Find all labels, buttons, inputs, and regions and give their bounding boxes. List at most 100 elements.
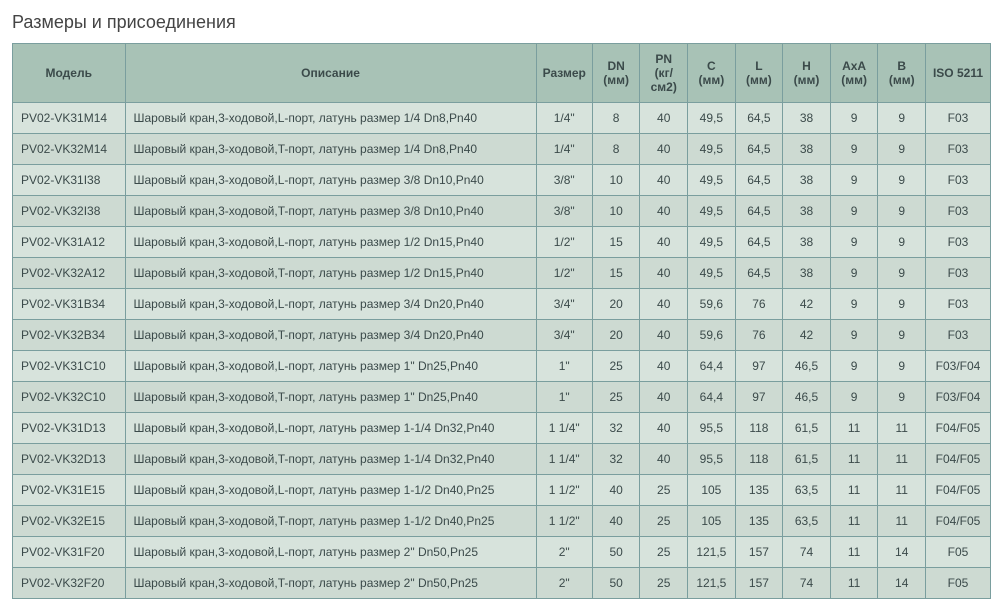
- cell-axa: 9: [830, 320, 878, 351]
- cell-dn: 40: [592, 475, 640, 506]
- cell-dn: 50: [592, 537, 640, 568]
- cell-axa: 9: [830, 258, 878, 289]
- table-header-row: МодельОписаниеРазмерDN (мм)PN (кг/см2)C …: [13, 44, 991, 103]
- column-header-b: B (мм): [878, 44, 926, 103]
- column-header-pn: PN (кг/см2): [640, 44, 688, 103]
- cell-desc: Шаровый кран,3-ходовой,L-порт, латунь ра…: [125, 103, 536, 134]
- cell-desc: Шаровый кран,3-ходовой,T-порт, латунь ра…: [125, 444, 536, 475]
- column-header-desc: Описание: [125, 44, 536, 103]
- cell-h: 63,5: [783, 475, 831, 506]
- cell-size: 1 1/2": [536, 475, 592, 506]
- cell-pn: 40: [640, 134, 688, 165]
- cell-size: 3/4": [536, 289, 592, 320]
- cell-c: 49,5: [688, 258, 736, 289]
- cell-b: 9: [878, 196, 926, 227]
- cell-dn: 32: [592, 444, 640, 475]
- cell-model: PV02-VK31I38: [13, 165, 126, 196]
- cell-axa: 9: [830, 382, 878, 413]
- cell-iso: F03: [926, 227, 991, 258]
- cell-l: 157: [735, 568, 783, 599]
- cell-desc: Шаровый кран,3-ходовой,T-порт, латунь ра…: [125, 568, 536, 599]
- cell-pn: 40: [640, 227, 688, 258]
- cell-desc: Шаровый кран,3-ходовой,L-порт, латунь ра…: [125, 413, 536, 444]
- cell-axa: 11: [830, 444, 878, 475]
- cell-l: 118: [735, 413, 783, 444]
- cell-size: 1": [536, 351, 592, 382]
- cell-l: 76: [735, 289, 783, 320]
- table-row: PV02-VK31C10Шаровый кран,3-ходовой,L-пор…: [13, 351, 991, 382]
- cell-size: 2": [536, 568, 592, 599]
- cell-h: 46,5: [783, 382, 831, 413]
- cell-dn: 10: [592, 165, 640, 196]
- cell-c: 59,6: [688, 289, 736, 320]
- cell-dn: 25: [592, 351, 640, 382]
- cell-l: 64,5: [735, 134, 783, 165]
- cell-b: 9: [878, 103, 926, 134]
- cell-desc: Шаровый кран,3-ходовой,L-порт, латунь ра…: [125, 351, 536, 382]
- cell-b: 9: [878, 134, 926, 165]
- cell-size: 3/8": [536, 165, 592, 196]
- cell-size: 1/4": [536, 134, 592, 165]
- cell-dn: 8: [592, 103, 640, 134]
- cell-pn: 40: [640, 444, 688, 475]
- cell-size: 1 1/2": [536, 506, 592, 537]
- cell-axa: 9: [830, 196, 878, 227]
- cell-h: 42: [783, 320, 831, 351]
- cell-h: 63,5: [783, 506, 831, 537]
- cell-model: PV02-VK31M14: [13, 103, 126, 134]
- cell-l: 157: [735, 537, 783, 568]
- cell-iso: F05: [926, 537, 991, 568]
- cell-pn: 40: [640, 165, 688, 196]
- table-row: PV02-VK31D13Шаровый кран,3-ходовой,L-пор…: [13, 413, 991, 444]
- cell-l: 64,5: [735, 103, 783, 134]
- cell-iso: F05: [926, 568, 991, 599]
- cell-dn: 50: [592, 568, 640, 599]
- cell-h: 38: [783, 165, 831, 196]
- cell-b: 9: [878, 227, 926, 258]
- cell-model: PV02-VK31A12: [13, 227, 126, 258]
- cell-iso: F03: [926, 165, 991, 196]
- cell-dn: 20: [592, 289, 640, 320]
- cell-size: 2": [536, 537, 592, 568]
- cell-c: 59,6: [688, 320, 736, 351]
- cell-axa: 11: [830, 413, 878, 444]
- cell-b: 11: [878, 475, 926, 506]
- cell-l: 64,5: [735, 196, 783, 227]
- cell-c: 105: [688, 506, 736, 537]
- table-row: PV02-VK31B34Шаровый кран,3-ходовой,L-пор…: [13, 289, 991, 320]
- cell-axa: 9: [830, 134, 878, 165]
- table-row: PV02-VK32B34Шаровый кран,3-ходовой,T-пор…: [13, 320, 991, 351]
- cell-iso: F03: [926, 258, 991, 289]
- cell-iso: F03: [926, 134, 991, 165]
- cell-h: 38: [783, 134, 831, 165]
- cell-b: 9: [878, 320, 926, 351]
- table-row: PV02-VK32I38Шаровый кран,3-ходовой,T-пор…: [13, 196, 991, 227]
- cell-iso: F03: [926, 289, 991, 320]
- cell-c: 95,5: [688, 413, 736, 444]
- cell-h: 61,5: [783, 444, 831, 475]
- cell-l: 76: [735, 320, 783, 351]
- page-title: Размеры и присоединения: [12, 12, 991, 33]
- cell-desc: Шаровый кран,3-ходовой,L-порт, латунь ра…: [125, 537, 536, 568]
- cell-pn: 25: [640, 537, 688, 568]
- cell-l: 135: [735, 506, 783, 537]
- table-row: PV02-VK32A12Шаровый кран,3-ходовой,T-пор…: [13, 258, 991, 289]
- cell-pn: 40: [640, 258, 688, 289]
- cell-iso: F03/F04: [926, 351, 991, 382]
- cell-desc: Шаровый кран,3-ходовой,L-порт, латунь ра…: [125, 289, 536, 320]
- cell-iso: F03: [926, 196, 991, 227]
- table-row: PV02-VK31F20Шаровый кран,3-ходовой,L-пор…: [13, 537, 991, 568]
- cell-size: 3/8": [536, 196, 592, 227]
- table-row: PV02-VK32M14Шаровый кран,3-ходовой,T-пор…: [13, 134, 991, 165]
- cell-pn: 40: [640, 413, 688, 444]
- cell-size: 1/2": [536, 227, 592, 258]
- cell-model: PV02-VK32C10: [13, 382, 126, 413]
- cell-pn: 40: [640, 382, 688, 413]
- cell-dn: 15: [592, 227, 640, 258]
- dimensions-table: МодельОписаниеРазмерDN (мм)PN (кг/см2)C …: [12, 43, 991, 599]
- cell-iso: F03/F04: [926, 382, 991, 413]
- cell-b: 9: [878, 165, 926, 196]
- cell-axa: 11: [830, 537, 878, 568]
- cell-h: 61,5: [783, 413, 831, 444]
- cell-axa: 9: [830, 227, 878, 258]
